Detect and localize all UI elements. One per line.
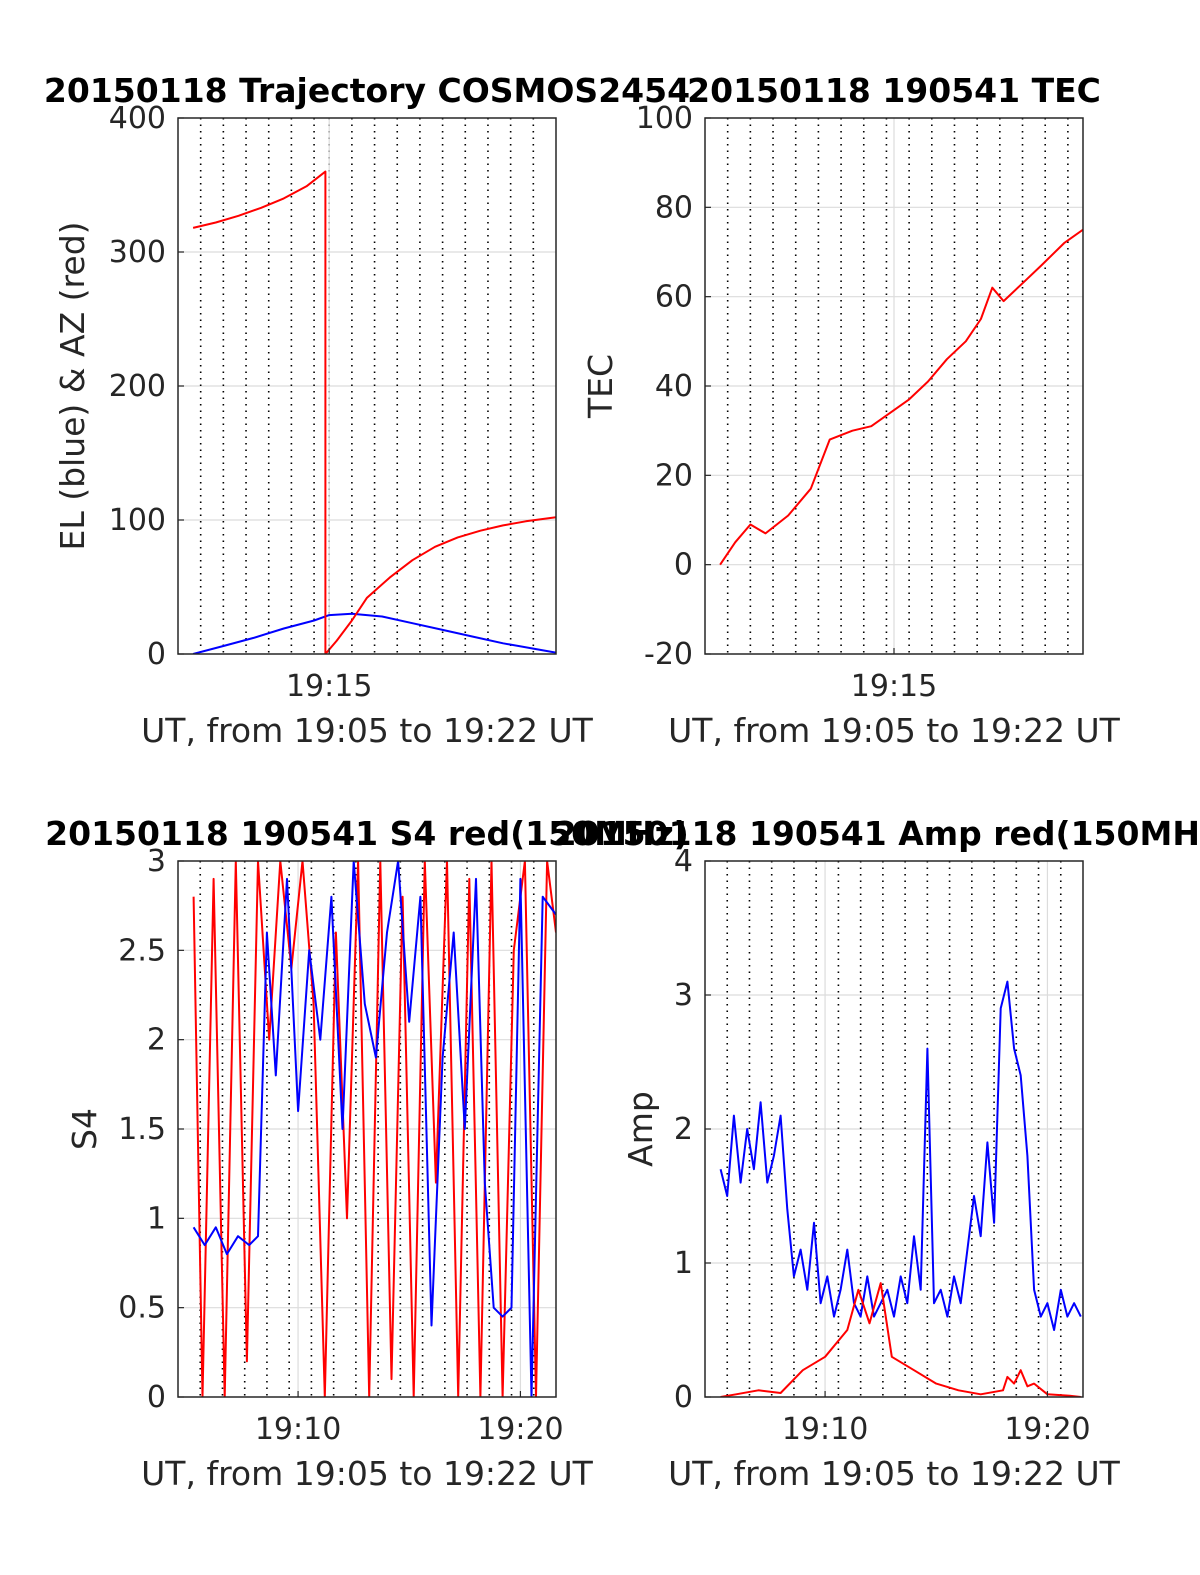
tec-xlabel: UT, from 19:05 to 19:22 UT [668,711,1121,750]
x-tick-label: 19:15 [286,669,372,704]
y-tick-label: 0.5 [118,1291,166,1326]
trajectory-xlabel: UT, from 19:05 to 19:22 UT [141,711,594,750]
tec-grid [705,118,1083,654]
y-tick-label: 2 [674,1112,693,1147]
trajectory-title: 20150118 Trajectory COSMOS2454 [44,71,690,110]
s4-grid [178,861,556,1397]
amp-ticks: 0 1 2 3 4 19:10 19:20 [674,844,1091,1447]
y-tick-label: 0 [674,548,693,583]
x-tick-label: 19:10 [255,1412,341,1447]
y-tick-label: 40 [655,369,693,404]
y-tick-label: 0 [147,637,166,672]
amp-panel: 0 1 2 3 4 19:10 19:20 20150118 190541 Amp red(… [554,814,1200,1493]
amp-ylabel: Amp [621,1091,660,1167]
series-line-amp_blue [719,980,1082,1331]
amp-xlabel: UT, from 19:05 to 19:22 UT [668,1454,1121,1493]
tec-ylabel: TEC [581,354,620,419]
tec-panel: -20 0 20 40 60 80 100 19:15 20150118 190541 TEC… [581,71,1121,750]
y-tick-label: 100 [109,503,166,538]
y-tick-label: 20 [655,458,693,493]
y-tick-label: 2 [147,1023,166,1058]
y-tick-label: 1 [674,1246,693,1281]
y-tick-label: 0 [147,1380,166,1415]
series-line-tec [719,228,1083,566]
y-tick-label: 100 [636,101,693,136]
tec-series [719,228,1083,566]
y-tick-label: 400 [109,101,166,136]
s4-series [192,861,556,1397]
y-tick-label: 2.5 [118,933,166,968]
y-tick-label: -20 [644,637,693,672]
y-tick-label: 3 [147,844,166,879]
series-line-s4_red [192,861,556,1397]
s4-title: 20150118 190541 S4 red(150MHz) [45,814,689,853]
tec-ticks: -20 0 20 40 60 80 100 19:15 [636,101,938,704]
series-line-s4_blue [192,861,556,1397]
series-line-amp_red [720,1282,1081,1397]
tec-title: 20150118 190541 TEC [687,71,1101,110]
s4-ylabel: S4 [65,1108,104,1150]
y-tick-label: 3 [674,978,693,1013]
trajectory-grid [178,118,556,654]
s4-ticks: 0 0.5 1 1.5 2 2.5 3 19:10 19:20 [118,844,563,1447]
x-tick-label: 19:15 [851,669,937,704]
x-tick-label: 19:10 [782,1412,868,1447]
amp-series [719,980,1082,1397]
y-tick-label: 60 [655,280,693,315]
y-tick-label: 1 [147,1201,166,1236]
y-tick-label: 300 [109,235,166,270]
s4-xlabel: UT, from 19:05 to 19:22 UT [141,1454,594,1493]
trajectory-series [192,170,556,654]
series-line-az [192,170,556,654]
series-line-el [192,612,556,654]
trajectory-ylabel: EL (blue) & AZ (red) [53,221,92,550]
trajectory-ticks: 0 100 200 300 400 19:15 [109,101,373,704]
y-tick-label: 200 [109,369,166,404]
x-tick-label: 19:20 [1004,1412,1090,1447]
y-tick-label: 1.5 [118,1112,166,1147]
y-tick-label: 0 [674,1380,693,1415]
y-tick-label: 4 [674,844,693,879]
amp-grid [705,861,1083,1397]
x-tick-label: 19:20 [477,1412,563,1447]
y-tick-label: 80 [655,190,693,225]
s4-panel: 0 0.5 1 1.5 2 2.5 3 19:10 19:20 20150118 190541 … [45,814,689,1493]
amp-title: 20150118 190541 Amp red(150MHz) [554,814,1200,853]
